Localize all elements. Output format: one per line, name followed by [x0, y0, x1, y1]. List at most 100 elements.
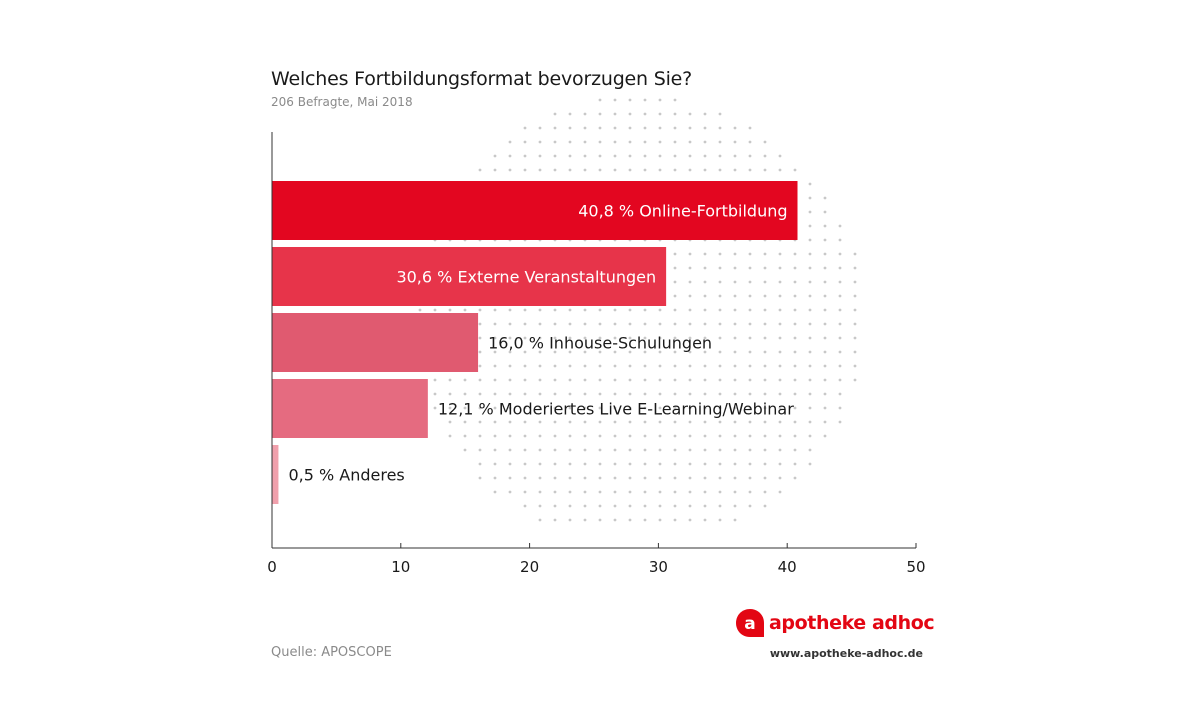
background-dot: [523, 322, 527, 326]
background-dot: [463, 434, 467, 438]
background-dot: [823, 280, 827, 284]
background-dot: [748, 504, 752, 508]
background-dot: [733, 420, 737, 424]
background-dot: [778, 364, 782, 368]
background-dot: [553, 364, 557, 368]
x-tick-label: 30: [649, 558, 668, 576]
background-dot: [733, 434, 737, 438]
background-dot: [628, 336, 632, 340]
background-dot: [733, 280, 737, 284]
background-dot: [718, 154, 722, 158]
background-dot: [673, 308, 677, 312]
background-dot: [823, 196, 827, 200]
background-dot: [718, 322, 722, 326]
axes-group: 0 10 20 30 40 50: [267, 132, 926, 576]
background-dot: [508, 336, 512, 340]
background-dot: [778, 266, 782, 270]
background-dot: [673, 364, 677, 368]
background-dot: [643, 504, 647, 508]
background-dot: [688, 476, 692, 480]
background-dot: [808, 252, 812, 256]
background-dot: [763, 490, 767, 494]
background-dot: [613, 140, 617, 144]
apotheke-adhoc-logo-icon: a: [736, 609, 764, 637]
background-dot: [658, 322, 662, 326]
background-dot: [778, 462, 782, 466]
background-dot: [613, 126, 617, 130]
background-dot: [778, 308, 782, 312]
background-dot: [508, 322, 512, 326]
background-dot: [553, 518, 557, 522]
background-dot: [703, 168, 707, 172]
background-dot: [763, 280, 767, 284]
background-dot: [508, 476, 512, 480]
background-dot: [718, 350, 722, 354]
background-dot: [748, 266, 752, 270]
background-dot: [508, 420, 512, 424]
background-dot: [793, 266, 797, 270]
background-dot: [553, 476, 557, 480]
background-dot: [718, 392, 722, 396]
background-dot: [658, 98, 662, 102]
background-dot: [748, 406, 752, 410]
background-dot: [748, 420, 752, 424]
background-dot: [613, 434, 617, 438]
background-dot: [493, 378, 497, 382]
background-dot: [838, 224, 842, 228]
background-dot: [838, 280, 842, 284]
background-dot: [703, 140, 707, 144]
background-dot: [448, 308, 452, 312]
background-dot: [538, 140, 542, 144]
background-dot: [643, 448, 647, 452]
background-dot: [823, 224, 827, 228]
background-dot: [673, 476, 677, 480]
background-dot: [508, 364, 512, 368]
background-dot: [508, 168, 512, 172]
bar-label: 0,5 % Anderes: [288, 466, 404, 485]
background-dot: [748, 378, 752, 382]
chart-title: Welches Fortbildungsformat bevorzugen Si…: [271, 68, 693, 90]
background-dot: [613, 518, 617, 522]
background-dot: [778, 448, 782, 452]
background-dot: [523, 378, 527, 382]
background-dot: [568, 350, 572, 354]
background-dot: [628, 504, 632, 508]
background-dot: [703, 462, 707, 466]
background-dot: [673, 378, 677, 382]
background-dot: [658, 350, 662, 354]
background-dot: [643, 490, 647, 494]
background-dot: [628, 392, 632, 396]
bar-label: 30,6 % Externe Veranstaltungen: [396, 268, 656, 287]
background-dot: [658, 406, 662, 410]
background-dot: [568, 168, 572, 172]
background-dot: [598, 154, 602, 158]
background-dot: [553, 308, 557, 312]
background-dot: [493, 462, 497, 466]
background-dot: [493, 154, 497, 158]
background-dot: [418, 308, 422, 312]
background-dot: [658, 434, 662, 438]
background-dot: [598, 336, 602, 340]
background-dot: [553, 378, 557, 382]
background-dot: [478, 392, 482, 396]
background-dot: [523, 392, 527, 396]
background-dot: [493, 434, 497, 438]
background-dot: [763, 420, 767, 424]
background-dot: [688, 322, 692, 326]
background-dot: [568, 322, 572, 326]
background-dot: [643, 168, 647, 172]
background-dot: [538, 168, 542, 172]
background-dot: [763, 448, 767, 452]
background-dot: [853, 252, 857, 256]
background-dot: [628, 420, 632, 424]
background-dot: [673, 154, 677, 158]
background-dot: [643, 476, 647, 480]
background-dot: [763, 378, 767, 382]
background-dot: [748, 476, 752, 480]
background-dot: [718, 112, 722, 116]
background-dot: [538, 434, 542, 438]
background-dot: [673, 504, 677, 508]
background-dot: [493, 448, 497, 452]
background-dot: [613, 364, 617, 368]
background-dot: [808, 322, 812, 326]
